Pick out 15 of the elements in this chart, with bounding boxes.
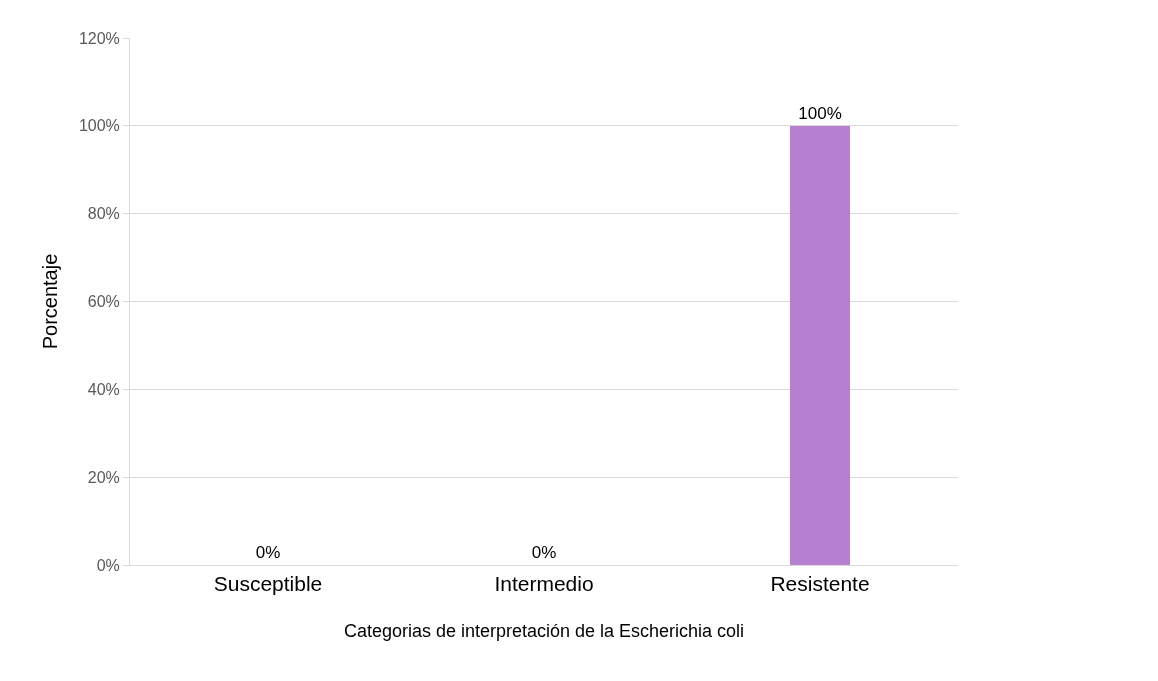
data-label: 0% (531, 543, 557, 562)
x-axis-title: Categorias de interpretación de la Escherichia coli (343, 621, 745, 642)
y-tick-label: 100% (78, 117, 120, 135)
x-tick-label: Resistente (770, 572, 870, 596)
y-tick-label: 120% (78, 29, 120, 47)
y-tick-label: 80% (87, 205, 120, 223)
y-tick-label: 0% (96, 556, 120, 574)
y-tick-label: 40% (87, 380, 120, 398)
x-tick-label: Intermedio (494, 572, 594, 596)
data-label: 0% (255, 543, 281, 562)
y-axis-title: Porcentaje (39, 253, 62, 350)
data-label: 100% (798, 104, 842, 123)
y-tick-label: 20% (87, 468, 120, 486)
y-tick-label: 60% (87, 293, 120, 311)
x-tick-label: Susceptible (213, 572, 323, 596)
